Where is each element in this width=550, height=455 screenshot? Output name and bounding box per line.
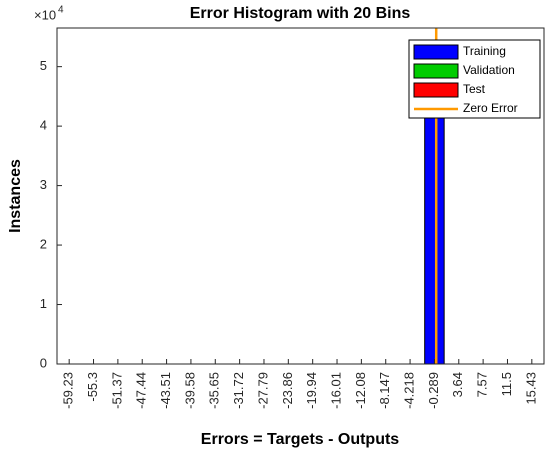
legend-label: Validation [463, 63, 515, 77]
y-tick-label: 5 [40, 58, 47, 73]
legend-label: Zero Error [463, 101, 518, 115]
x-tick-label: -35.65 [207, 372, 222, 409]
y-tick-label: 3 [40, 177, 47, 192]
x-tick-label: -27.79 [255, 372, 270, 409]
x-tick-label: -16.01 [328, 372, 343, 409]
x-tick-label: -51.37 [109, 372, 124, 409]
x-tick-label: -0.289 [426, 372, 441, 409]
x-tick-label: 15.43 [523, 372, 538, 405]
x-tick-label: -12.08 [353, 372, 368, 409]
x-tick-label: -8.147 [377, 372, 392, 409]
x-tick-label: 7.57 [475, 372, 490, 397]
x-axis-label: Errors = Targets - Outputs [201, 431, 400, 448]
x-tick-label: -59.23 [61, 372, 76, 409]
y-multiplier: ×10 [34, 7, 56, 22]
x-tick-label: -55.3 [85, 372, 100, 402]
x-tick-label: -31.72 [231, 372, 246, 409]
y-exponent: 4 [58, 5, 64, 16]
legend-swatch [413, 44, 459, 60]
y-tick-label: 0 [40, 355, 47, 370]
x-tick-label: -4.218 [402, 372, 417, 409]
legend-swatch [413, 63, 459, 79]
legend-swatch [413, 82, 459, 98]
x-tick-label: -47.44 [134, 372, 149, 409]
x-tick-label: 11.5 [499, 372, 514, 396]
x-tick-label: -43.51 [158, 372, 173, 409]
y-tick-label: 2 [40, 236, 47, 251]
x-tick-label: 3.64 [450, 372, 465, 397]
y-tick-label: 1 [40, 296, 47, 311]
legend-label: Test [463, 82, 486, 96]
axes-frame [56, 27, 545, 365]
y-axis-label: Instances [7, 159, 24, 233]
x-tick-label: -19.94 [304, 372, 319, 409]
y-tick-label: 4 [40, 118, 47, 133]
x-tick-label: -39.58 [182, 372, 197, 409]
x-tick-label: -23.86 [280, 372, 295, 409]
legend-label: Training [463, 44, 506, 58]
chart-title: Error Histogram with 20 Bins [190, 5, 411, 22]
